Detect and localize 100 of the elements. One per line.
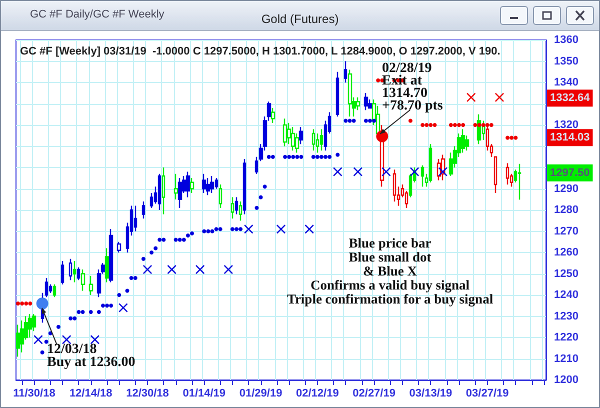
y2-tick-label: 1314.03: [550, 132, 590, 144]
candlestick: [428, 144, 432, 183]
point: [352, 118, 356, 123]
candlestick: [202, 173, 206, 194]
point: [258, 195, 263, 200]
point: [141, 256, 146, 261]
point: [56, 324, 60, 329]
candlestick: [494, 156, 498, 194]
point: [368, 118, 372, 123]
point: [190, 231, 194, 236]
candlestick: [206, 178, 210, 196]
point: [324, 154, 328, 159]
point: [276, 224, 286, 234]
y-tick-label: 1240: [554, 289, 578, 301]
point: [210, 229, 214, 234]
y-tick-label: 1230: [554, 310, 578, 322]
candlestick: [460, 128, 466, 154]
point: [283, 154, 288, 159]
x-tick-label: 03/13/19: [409, 388, 452, 400]
point: [76, 310, 81, 314]
point: [80, 310, 85, 314]
point: [238, 227, 243, 232]
y-tick-label: 1280: [554, 204, 578, 216]
y-tick-label: 1360: [554, 34, 578, 46]
point: [34, 335, 43, 344]
point: [186, 234, 190, 238]
candlestick: [234, 196, 238, 215]
point: [420, 123, 425, 127]
y2-tick-label: 1332.64: [550, 92, 591, 104]
point: [372, 118, 376, 123]
point: [262, 184, 267, 189]
point: [109, 304, 114, 308]
point: [348, 118, 352, 123]
point: [182, 238, 186, 242]
point: [244, 224, 254, 234]
candlestick: [116, 241, 122, 254]
point: [44, 340, 48, 344]
point: [514, 136, 518, 140]
candlestick: [238, 200, 242, 222]
point: [489, 123, 494, 127]
x-tick-label: 02/27/19: [352, 388, 396, 400]
y-tick-label: 1270: [554, 225, 578, 238]
text: GC #F [Weekly] 03/31/19 -1.0000 C 1297.5000, H 1301.7000, L 1284.9000, O 1297.2000, V 190.: [20, 46, 500, 58]
candlestick: [16, 324, 20, 358]
point: [376, 78, 380, 82]
candlestick: [298, 126, 304, 145]
y-tick-label: 1200: [554, 374, 578, 386]
point: [295, 154, 300, 159]
candlestick: [336, 71, 340, 118]
candlestick: [186, 171, 190, 198]
point: [167, 265, 176, 274]
point: [36, 298, 48, 310]
point: [162, 238, 166, 242]
y-tick-label: 1220: [554, 332, 578, 344]
point: [481, 123, 486, 127]
candlestick: [392, 169, 396, 202]
candlestick: [270, 107, 276, 124]
candlestick: [518, 163, 522, 200]
point: [16, 302, 20, 306]
point: [461, 123, 466, 127]
y2-tick-label: 1297.50: [550, 166, 590, 179]
point: [336, 152, 340, 157]
candlestick: [290, 126, 296, 152]
point: [266, 154, 271, 159]
y-tick-label: 1290: [554, 182, 578, 195]
x-tick-label: 01/29/19: [239, 388, 282, 400]
point: [28, 302, 32, 306]
point: [291, 154, 296, 159]
point: [24, 302, 28, 306]
point: [485, 123, 490, 127]
point: [506, 136, 510, 140]
point: [20, 302, 24, 306]
point: [40, 350, 44, 354]
candlestick: [142, 200, 146, 220]
point: [72, 316, 77, 320]
annotation: 02/28/19 Exit at 1314.70 +78.70 pts: [382, 60, 444, 114]
point: [315, 154, 320, 159]
y-tick-label: 1250: [554, 268, 578, 280]
point: [319, 154, 324, 159]
x-tick-label: 12/30/18: [126, 388, 169, 400]
candlestick: [344, 60, 348, 84]
candlestick: [108, 228, 114, 283]
candlestick: [44, 277, 48, 298]
candlestick: [104, 248, 110, 283]
candlestick: [80, 268, 86, 292]
point: [353, 167, 362, 176]
candlestick: [506, 162, 510, 186]
point: [494, 92, 504, 102]
point: [68, 316, 73, 320]
point: [364, 118, 368, 123]
point: [129, 276, 134, 280]
x-tick-label: 11/30/18: [13, 388, 56, 400]
point: [299, 154, 304, 159]
x-tick-label: 12/14/18: [69, 388, 112, 400]
point: [304, 224, 314, 234]
candlestick: [254, 156, 258, 174]
candlestick: [158, 173, 162, 211]
point: [344, 118, 348, 123]
y-tick-label: 1340: [554, 76, 578, 88]
point: [410, 167, 420, 176]
